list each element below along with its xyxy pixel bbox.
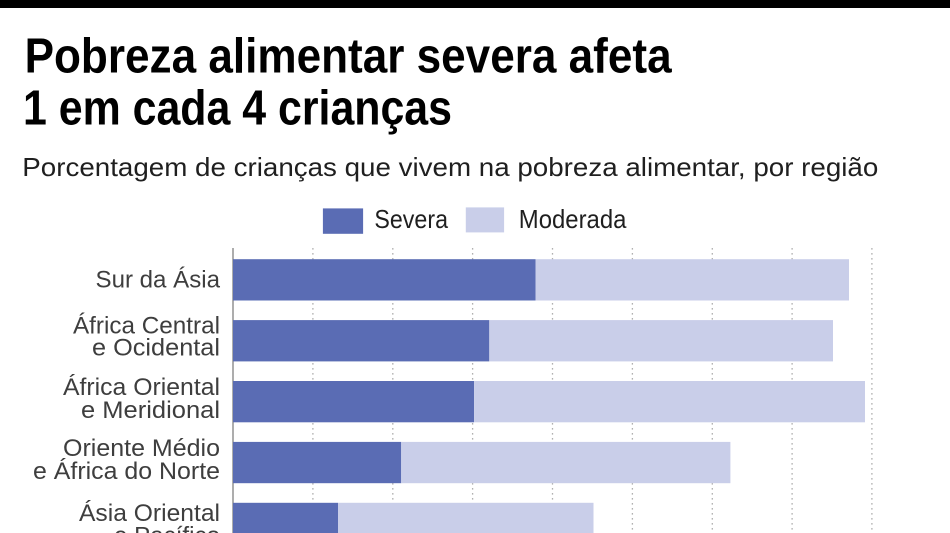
svg-text:e Pacífico: e Pacífico (114, 523, 220, 533)
svg-text:África Central: África Central (73, 313, 220, 340)
svg-text:e África do Norte: e África do Norte (33, 458, 220, 485)
svg-text:Moderada: Moderada (519, 204, 627, 234)
svg-text:1 em cada 4 crianças: 1 em cada 4 crianças (23, 81, 452, 136)
svg-text:África Oriental: África Oriental (63, 374, 220, 401)
svg-text:e Meridional: e Meridional (81, 397, 220, 424)
svg-text:Porcentagem de crianças que vi: Porcentagem de crianças que vivem na pob… (22, 152, 878, 182)
svg-text:Oriente Médio: Oriente Médio (63, 435, 220, 462)
svg-text:Severa: Severa (374, 204, 448, 234)
svg-text:Sur da Ásia: Sur da Ásia (96, 266, 221, 293)
svg-text:Ásia Oriental: Ásia Oriental (79, 500, 220, 527)
svg-text:Pobreza alimentar severa afeta: Pobreza alimentar severa afeta (25, 29, 672, 84)
svg-text:e Ocidental: e Ocidental (92, 335, 220, 362)
